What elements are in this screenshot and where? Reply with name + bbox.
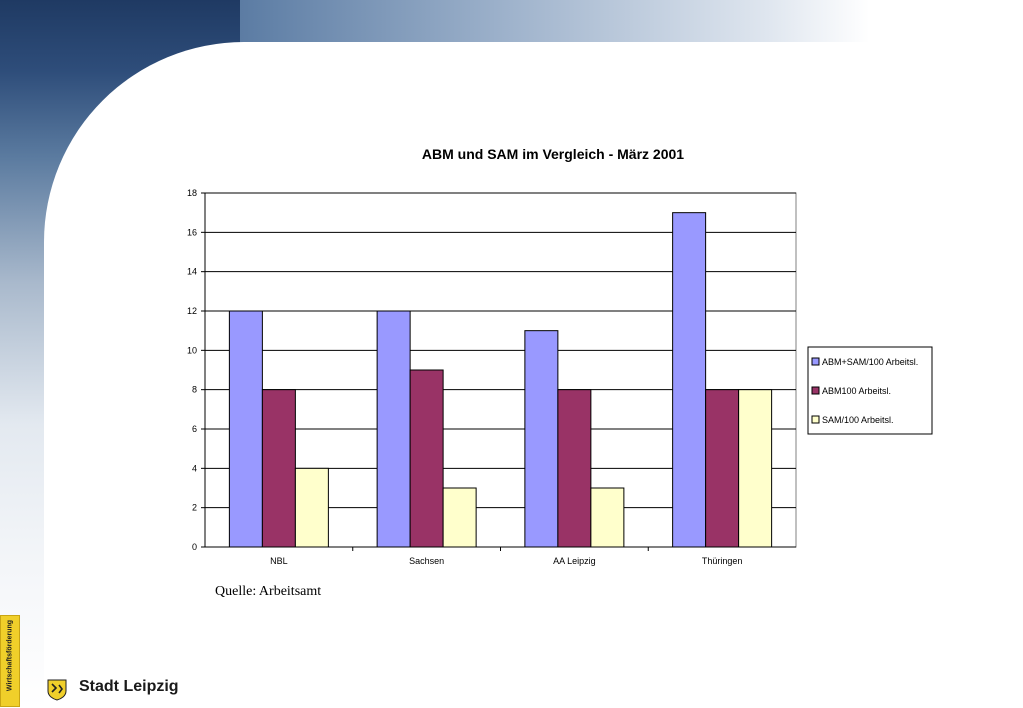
y-tick-label: 2 (192, 503, 197, 513)
x-tick-label: Thüringen (702, 556, 743, 566)
city-coat-of-arms-icon (47, 679, 67, 701)
y-tick-label: 8 (192, 385, 197, 395)
bar (409, 369, 444, 548)
x-tick-label: Sachsen (409, 556, 444, 566)
legend-swatch (811, 386, 820, 395)
plot-area: 0 2 4 6 8 10 12 14 16 18 NBL Sachsen AA Leipzig Thüri… (187, 188, 797, 566)
vertical-tab-label: Wirtschaftsförderung (6, 619, 14, 692)
bar (705, 389, 740, 548)
x-tick-label: AA Leipzig (553, 556, 596, 566)
bar (557, 389, 592, 548)
y-tick-label: 6 (192, 424, 197, 434)
brand-name: Stadt Leipzig (79, 678, 179, 695)
bar (228, 310, 263, 548)
legend: ABM+SAM/100 Arbeitsl. ABM100 Arbeitsl. SAM… (807, 346, 933, 435)
y-tick-label: 10 (187, 345, 197, 355)
bar (590, 487, 625, 548)
vertical-tab: Wirtschaftsförderung (0, 615, 20, 707)
chart-title: ABM und SAM im Vergleich - März 2001 (422, 146, 684, 162)
legend-label: SAM/100 Arbeitsl. (822, 415, 894, 425)
bar (376, 310, 411, 548)
bar (672, 212, 707, 548)
legend-label: ABM100 Arbeitsl. (822, 386, 891, 396)
legend-swatch (811, 415, 820, 424)
y-tick-label: 12 (187, 306, 197, 316)
x-tick-label: NBL (270, 556, 288, 566)
legend-label: ABM+SAM/100 Arbeitsl. (822, 357, 918, 367)
y-tick-label: 4 (192, 463, 197, 473)
y-tick-label: 14 (187, 267, 197, 277)
y-tick-label: 18 (187, 188, 197, 198)
y-tick-label: 0 (192, 542, 197, 552)
bar (738, 389, 773, 548)
bar (294, 467, 329, 548)
legend-box (807, 346, 933, 435)
legend-swatch (811, 357, 820, 366)
bar (524, 330, 559, 548)
bar (261, 389, 296, 548)
bar (442, 487, 477, 548)
source-note: Quelle: Arbeitsamt (215, 584, 322, 599)
y-tick-label: 16 (187, 227, 197, 237)
